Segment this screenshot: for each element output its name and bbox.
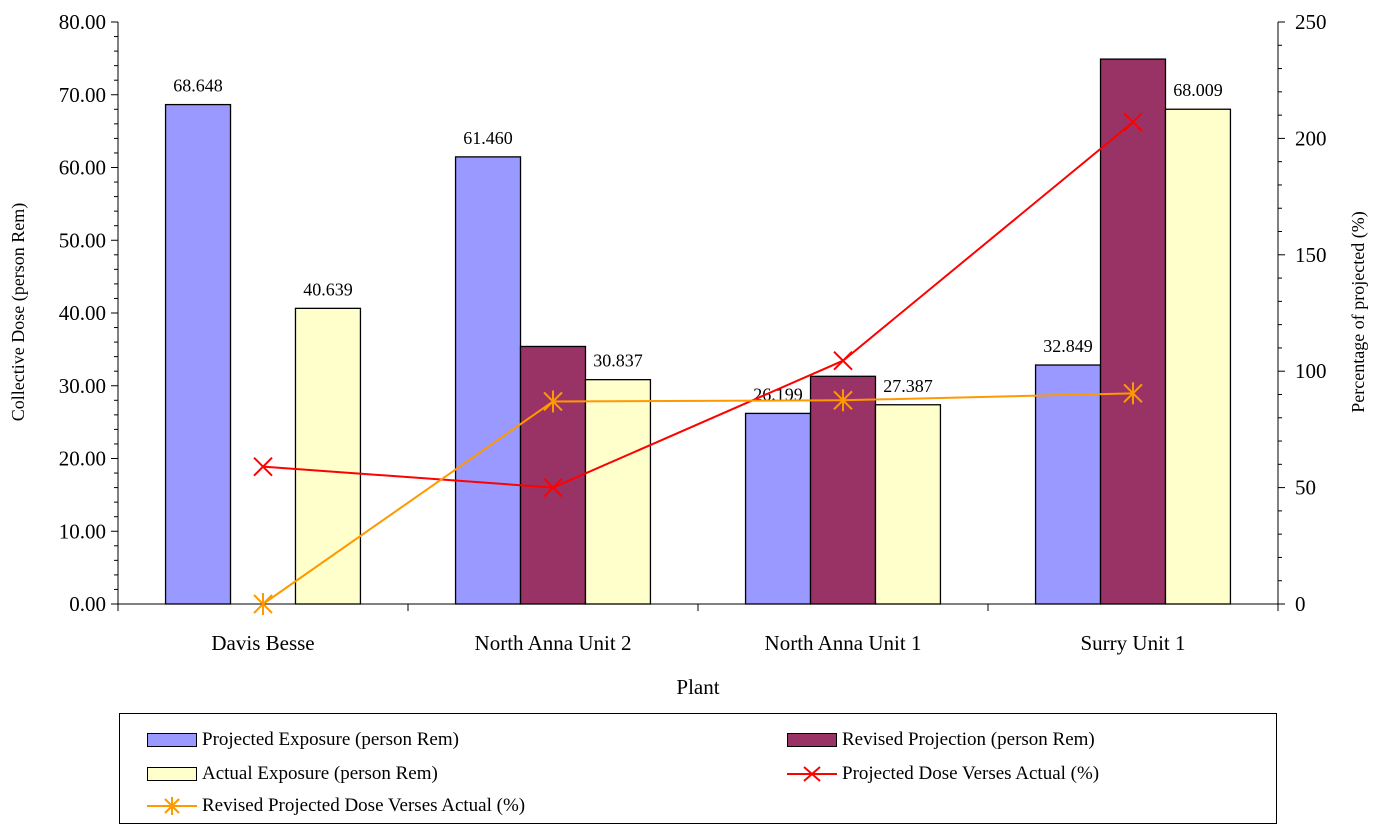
x-tick-label: North Anna Unit 1: [765, 631, 922, 655]
x-tick-label: Davis Besse: [211, 631, 314, 655]
series-line: [262, 392, 1134, 605]
y-tick-label: 70.00: [59, 83, 106, 107]
legend-label-projected-exposure: Projected Exposure (person Rem): [202, 729, 459, 750]
y-tick-label: 80.00: [59, 10, 106, 34]
data-label: 30.837: [593, 351, 643, 371]
bar: [164, 103, 232, 605]
legend: Projected Exposure (person Rem) Revised …: [119, 713, 1277, 824]
y2-tick-label: 100: [1295, 359, 1327, 383]
data-label: 40.639: [303, 279, 353, 299]
series-point: [1123, 112, 1143, 132]
legend-label-projected-vs-actual: Projected Dose Verses Actual (%): [842, 763, 1100, 784]
axes: 0.00 10.00 20.00 30.00 40.00 50.00 60.00 70.00 8…: [59, 10, 1327, 655]
legend-label-revised-projection: Revised Projection (person Rem): [842, 729, 1095, 750]
series-line: [262, 121, 1134, 489]
marker-stroke: [833, 351, 853, 371]
y-axis-title: Collective Dose (person Rem): [8, 203, 29, 421]
legend-item-projected-exposure: Projected Exposure (person Rem): [147, 728, 459, 752]
y2-tick-label: 50: [1295, 476, 1316, 500]
bar: [584, 379, 652, 605]
legend-item-projected-vs-actual: Projected Dose Verses Actual (%): [787, 762, 1099, 786]
series-point: [833, 351, 853, 371]
data-label: 61.460: [463, 128, 513, 148]
marker-stroke: [543, 477, 563, 498]
marker-stroke: [253, 456, 273, 477]
bars: [164, 58, 1232, 605]
legend-swatch-actual-exposure: [147, 767, 197, 781]
series-point: [543, 477, 563, 498]
bar: [519, 345, 587, 605]
bar: [1034, 364, 1102, 605]
lines: [253, 112, 1143, 615]
x-axis-title: Plant: [676, 675, 719, 699]
series-point: [253, 456, 273, 477]
series-point: [543, 390, 563, 413]
y-tick-label: 0.00: [69, 592, 106, 616]
y-tick-label: 40.00: [59, 301, 106, 325]
legend-item-revised-projection: Revised Projection (person Rem): [787, 728, 1095, 752]
y2-tick-label: 200: [1295, 126, 1327, 150]
bar: [744, 412, 812, 605]
star-marker-icon: [147, 797, 197, 815]
bar: [454, 156, 522, 605]
y2-tick-label: 250: [1295, 10, 1327, 34]
data-label: 68.009: [1173, 80, 1223, 100]
marker-stroke: [1123, 112, 1143, 132]
x-tick-label: North Anna Unit 2: [475, 631, 632, 655]
legend-swatch-projected-exposure: [147, 733, 197, 747]
bar: [1164, 108, 1232, 605]
data-label: 27.387: [883, 376, 933, 396]
y2-tick-label: 150: [1295, 243, 1327, 267]
y-tick-label: 30.00: [59, 374, 106, 398]
series-point: [833, 389, 853, 412]
bar: [1099, 58, 1167, 605]
y-tick-label: 60.00: [59, 156, 106, 180]
series-point: [1123, 382, 1143, 405]
chart: 0.00 10.00 20.00 30.00 40.00 50.00 60.00 70.00 8…: [8, 10, 1369, 699]
data-label: 68.648: [173, 76, 223, 96]
x-marker-icon: [787, 766, 837, 782]
bar: [294, 307, 362, 605]
legend-label-revised-vs-actual: Revised Projected Dose Verses Actual (%): [202, 795, 526, 816]
data-label: 26.199: [753, 384, 803, 404]
data-labels: 68.648 61.460 26.199 32.849 40.639 30.837 27.3…: [173, 76, 1222, 405]
legend-item-revised-vs-actual: Revised Projected Dose Verses Actual (%): [147, 794, 525, 818]
series-point: [253, 593, 273, 615]
y-tick-label: 20.00: [59, 447, 106, 471]
y2-axis-title: Percentage of projected (%): [1348, 211, 1369, 412]
legend-item-actual-exposure: Actual Exposure (person Rem): [147, 762, 438, 786]
y2-tick-label: 0: [1295, 592, 1306, 616]
legend-swatch-revised-projection: [787, 733, 837, 747]
x-tick-label: Surry Unit 1: [1081, 631, 1186, 655]
data-label: 32.849: [1043, 336, 1093, 356]
y-tick-label: 50.00: [59, 228, 106, 252]
bar: [874, 404, 942, 605]
legend-label-actual-exposure: Actual Exposure (person Rem): [202, 763, 438, 784]
y-tick-label: 10.00: [59, 519, 106, 543]
